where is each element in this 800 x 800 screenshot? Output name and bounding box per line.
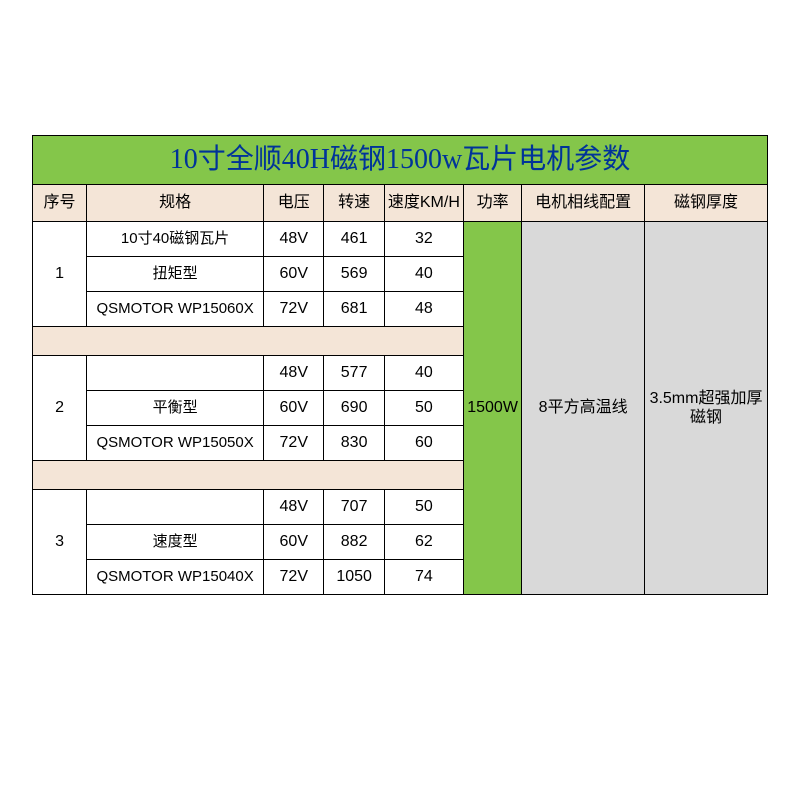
mag-cell: 3.5mm超强加厚磁钢 <box>645 222 768 595</box>
speed-cell: 74 <box>384 560 463 595</box>
rpm-cell: 681 <box>324 292 384 327</box>
header-power: 功率 <box>463 185 521 222</box>
speed-cell: 50 <box>384 490 463 525</box>
header-speed: 速度KM/H <box>384 185 463 222</box>
rpm-cell: 461 <box>324 222 384 257</box>
spacer-cell <box>33 461 464 490</box>
rpm-cell: 707 <box>324 490 384 525</box>
table-row: 1 10寸40磁钢瓦片 48V 461 32 1500W 8平方高温线 3.5m… <box>33 222 768 257</box>
header-row: 序号 规格 电压 转速 速度KM/H 功率 电机相线配置 磁钢厚度 <box>33 185 768 222</box>
rpm-cell: 690 <box>324 391 384 426</box>
wire-cell: 8平方高温线 <box>522 222 645 595</box>
rpm-cell: 577 <box>324 356 384 391</box>
title-row: 10寸全顺40H磁钢1500w瓦片电机参数 <box>33 136 768 185</box>
spec-cell: QSMOTOR WP15060X <box>87 292 264 327</box>
voltage-cell: 72V <box>264 292 324 327</box>
voltage-cell: 48V <box>264 490 324 525</box>
seq-cell: 2 <box>33 356 87 461</box>
speed-cell: 48 <box>384 292 463 327</box>
spec-cell: QSMOTOR WP15050X <box>87 426 264 461</box>
speed-cell: 40 <box>384 257 463 292</box>
spec-cell: 10寸40磁钢瓦片 <box>87 222 264 257</box>
voltage-cell: 60V <box>264 391 324 426</box>
spec-cell <box>87 490 264 525</box>
voltage-cell: 72V <box>264 560 324 595</box>
spec-cell <box>87 356 264 391</box>
speed-cell: 62 <box>384 525 463 560</box>
spec-table-container: 10寸全顺40H磁钢1500w瓦片电机参数 序号 规格 电压 转速 速度KM/H… <box>32 135 768 595</box>
header-seq: 序号 <box>33 185 87 222</box>
speed-cell: 50 <box>384 391 463 426</box>
speed-cell: 32 <box>384 222 463 257</box>
header-rpm: 转速 <box>324 185 384 222</box>
header-voltage: 电压 <box>264 185 324 222</box>
voltage-cell: 48V <box>264 356 324 391</box>
voltage-cell: 72V <box>264 426 324 461</box>
voltage-cell: 60V <box>264 257 324 292</box>
motor-spec-table: 10寸全顺40H磁钢1500w瓦片电机参数 序号 规格 电压 转速 速度KM/H… <box>32 135 768 595</box>
spacer-cell <box>33 327 464 356</box>
header-spec: 规格 <box>87 185 264 222</box>
header-wire: 电机相线配置 <box>522 185 645 222</box>
table-title: 10寸全顺40H磁钢1500w瓦片电机参数 <box>33 136 768 185</box>
rpm-cell: 882 <box>324 525 384 560</box>
voltage-cell: 48V <box>264 222 324 257</box>
rpm-cell: 569 <box>324 257 384 292</box>
rpm-cell: 1050 <box>324 560 384 595</box>
seq-cell: 1 <box>33 222 87 327</box>
seq-cell: 3 <box>33 490 87 595</box>
speed-cell: 40 <box>384 356 463 391</box>
power-cell: 1500W <box>463 222 521 595</box>
spec-cell: 速度型 <box>87 525 264 560</box>
spec-cell: 扭矩型 <box>87 257 264 292</box>
header-mag: 磁钢厚度 <box>645 185 768 222</box>
speed-cell: 60 <box>384 426 463 461</box>
voltage-cell: 60V <box>264 525 324 560</box>
spec-cell: QSMOTOR WP15040X <box>87 560 264 595</box>
rpm-cell: 830 <box>324 426 384 461</box>
spec-cell: 平衡型 <box>87 391 264 426</box>
